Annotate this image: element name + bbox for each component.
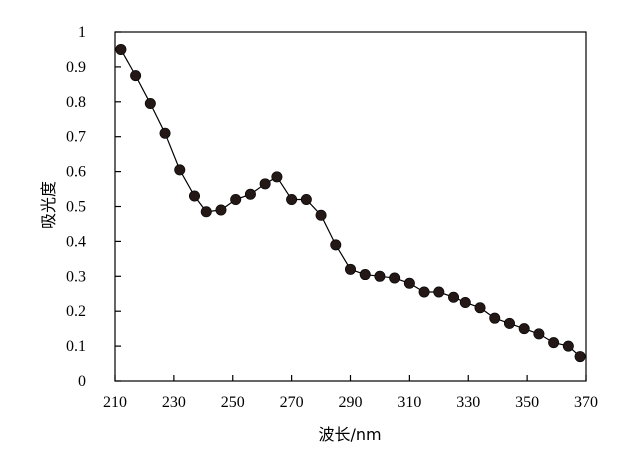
data-point — [548, 337, 560, 349]
data-point — [215, 204, 227, 216]
data-point — [359, 269, 371, 281]
x-tick-label: 210 — [103, 394, 127, 411]
data-point — [344, 263, 356, 275]
data-point — [159, 127, 171, 139]
x-tick-label: 270 — [280, 394, 304, 411]
y-tick-label: 0.8 — [66, 94, 86, 111]
y-tick-label: 0.3 — [66, 268, 86, 285]
x-tick-label: 230 — [162, 394, 186, 411]
data-point — [271, 171, 283, 183]
x-tick-label: 350 — [515, 394, 539, 411]
data-point — [433, 286, 445, 298]
series-line — [120, 49, 581, 358]
x-axis-label: 波长/nm — [318, 425, 381, 444]
y-tick-label: 0.2 — [66, 303, 86, 320]
x-tick-label: 370 — [574, 394, 598, 411]
y-tick-label: 0.4 — [66, 233, 86, 250]
ticks: 210 230 250 270 290 310 330 350 370 0 0.1 0.2 0.3 0.4… — [66, 24, 598, 411]
y-tick-label: 0.5 — [66, 199, 86, 216]
data-point — [459, 296, 471, 308]
x-tick-label: 310 — [397, 394, 421, 411]
data-point — [230, 194, 242, 206]
data-point — [286, 194, 298, 206]
y-tick-label: 0.1 — [66, 338, 86, 355]
data-point — [259, 178, 271, 190]
plot-frame — [114, 31, 587, 382]
data-point — [574, 351, 586, 363]
x-tick-label: 330 — [456, 394, 480, 411]
data-point — [562, 340, 574, 352]
data-point — [144, 98, 156, 110]
data-point — [330, 239, 342, 251]
data-point — [503, 317, 515, 329]
data-point — [489, 312, 501, 324]
data-point — [300, 194, 312, 206]
y-tick-label: 1 — [78, 24, 86, 41]
y-tick-label: 0.7 — [66, 129, 86, 146]
data-point — [518, 323, 530, 335]
data-point — [315, 209, 327, 221]
data-point — [115, 43, 127, 55]
series — [115, 43, 586, 363]
x-tick-label: 290 — [339, 394, 363, 411]
axes — [114, 31, 587, 382]
data-point — [474, 302, 486, 314]
data-point — [389, 272, 401, 284]
y-tick-label: 0.9 — [66, 59, 86, 76]
y-tick-label: 0.6 — [66, 164, 86, 181]
data-point — [533, 328, 545, 340]
data-point — [130, 70, 142, 82]
data-point — [200, 206, 212, 218]
x-tick-label: 250 — [221, 394, 245, 411]
data-point — [188, 190, 200, 202]
data-point — [374, 270, 386, 282]
data-point — [448, 291, 460, 303]
y-axis-label: 吸光度 — [39, 181, 58, 229]
data-point — [244, 188, 256, 200]
y-tick-label: 0 — [78, 373, 86, 390]
data-point — [403, 277, 415, 289]
data-point — [174, 164, 186, 176]
data-point — [418, 286, 430, 298]
